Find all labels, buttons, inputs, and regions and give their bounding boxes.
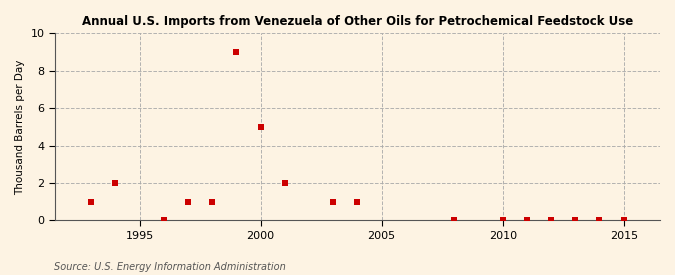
Point [545, 218, 556, 222]
Point [207, 199, 217, 204]
Point [449, 218, 460, 222]
Point [522, 218, 533, 222]
Point [110, 181, 121, 185]
Text: Source: U.S. Energy Information Administration: Source: U.S. Energy Information Administ… [54, 262, 286, 272]
Point [570, 218, 580, 222]
Point [352, 199, 363, 204]
Point [86, 199, 97, 204]
Point [255, 125, 266, 129]
Point [594, 218, 605, 222]
Point [159, 218, 169, 222]
Point [279, 181, 290, 185]
Point [497, 218, 508, 222]
Point [183, 199, 194, 204]
Point [328, 199, 339, 204]
Point [231, 50, 242, 54]
Y-axis label: Thousand Barrels per Day: Thousand Barrels per Day [15, 59, 25, 194]
Title: Annual U.S. Imports from Venezuela of Other Oils for Petrochemical Feedstock Use: Annual U.S. Imports from Venezuela of Ot… [82, 15, 633, 28]
Point [618, 218, 629, 222]
